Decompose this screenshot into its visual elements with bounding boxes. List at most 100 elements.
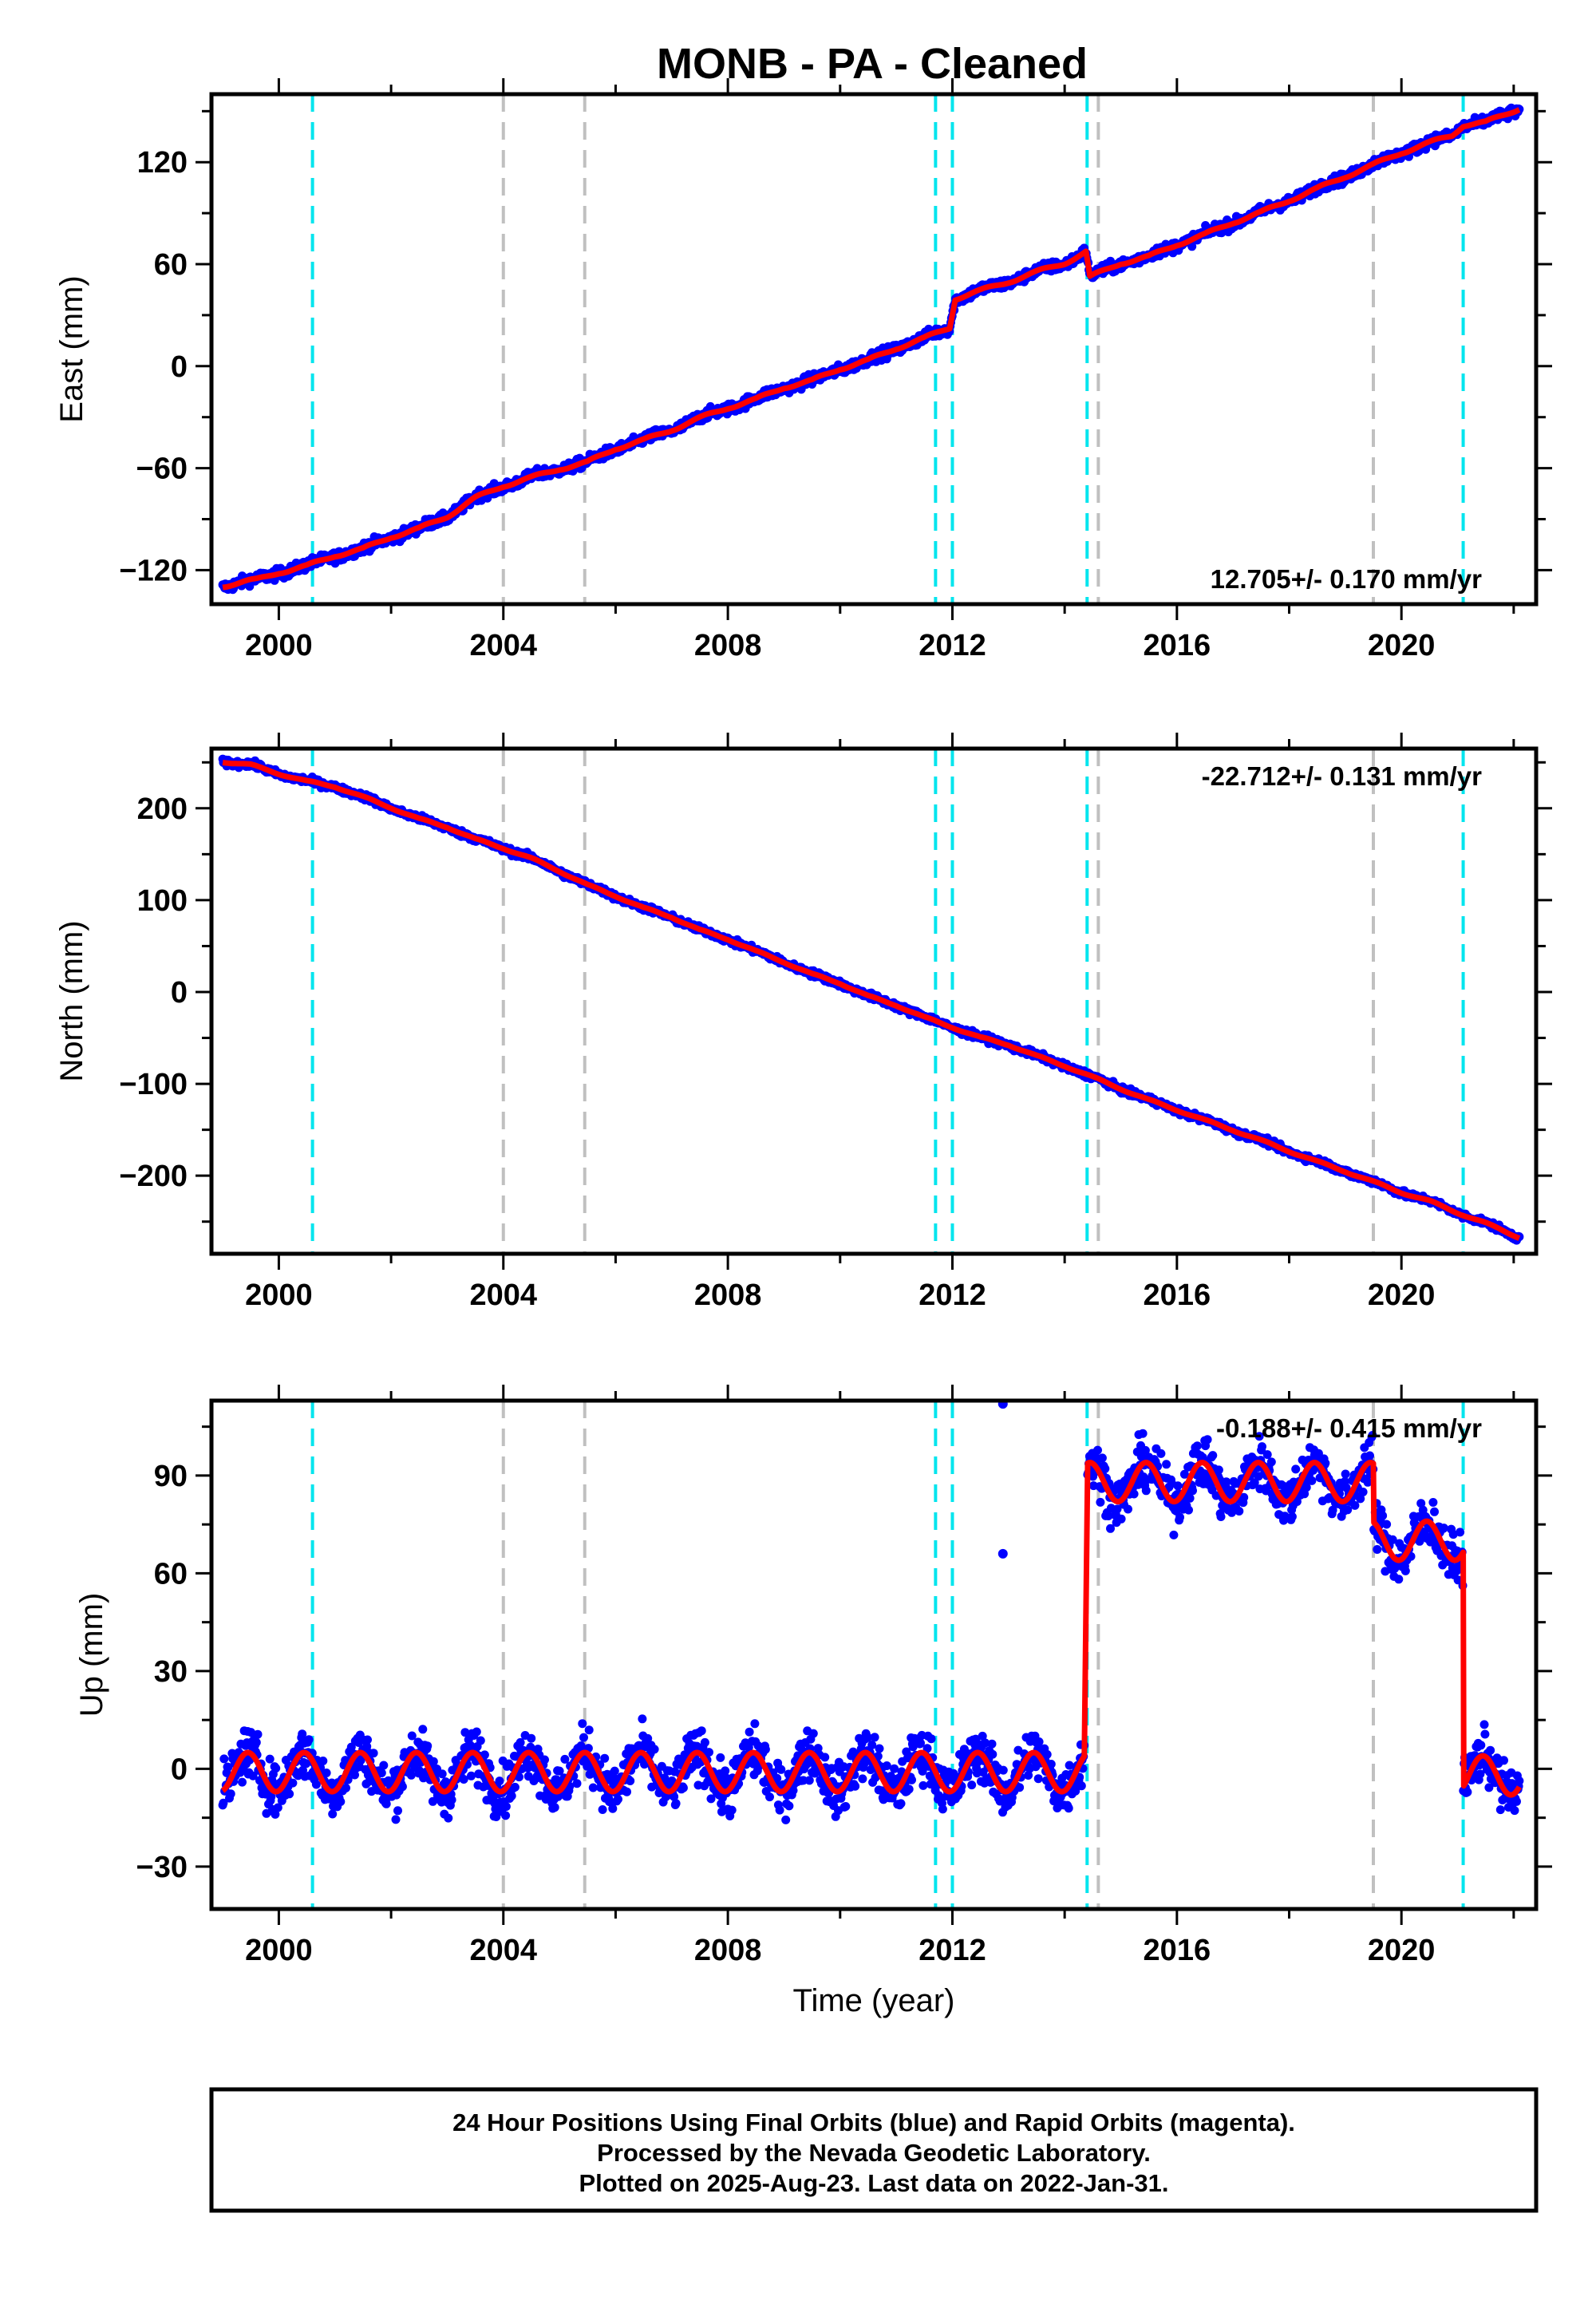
north-ytick-label: 200 [137,792,188,826]
east-ytick-label: 60 [154,248,188,282]
up-data-point [697,1726,706,1736]
up-data-point [671,1799,681,1808]
up-data-point [870,1733,879,1742]
east-xtick-label: 2016 [1144,629,1211,662]
up-data-point [285,1789,294,1799]
up-data-point [501,1811,511,1820]
north-ytick-label: 0 [171,976,188,1010]
east-xtick-label: 2000 [245,629,313,662]
up-data-point [437,1769,447,1779]
north-ytick-label: −200 [119,1160,188,1193]
east-data-point [245,582,255,591]
up-data-point [328,1809,338,1819]
up-data-point [423,1741,433,1751]
up-data-point [600,1753,610,1763]
east-xtick-label: 2020 [1368,629,1436,662]
up-data-point [467,1771,476,1780]
up-data-point [391,1815,401,1824]
east-ylabel: East (mm) [54,275,89,422]
up-data-point [476,1736,485,1745]
up-data-point [750,1719,760,1729]
up-data-point [238,1777,247,1787]
east-ytick-label: −120 [119,554,188,587]
up-data-point [540,1755,549,1765]
north-rate-label: -22.712+/- 0.131 mm/yr [1202,761,1482,791]
up-data-point [727,1805,737,1815]
north-panel: 2000 2004 2008 2012 2016 2020 −200 −100 0 100 200 N… [54,733,1552,1312]
up-data-point [650,1745,659,1754]
up-data-point [781,1815,791,1824]
up-data-point [804,1776,814,1785]
up-data-point [226,1789,235,1799]
figure-title: MONB - PA - Cleaned [657,40,1088,88]
east-xtick-label: 2004 [469,629,537,662]
up-data-point [304,1735,314,1745]
up-data-point [584,1725,594,1735]
east-ytick-label: 0 [171,350,188,384]
up-data-point [775,1805,784,1815]
up-data-point [447,1795,456,1804]
up-data-point [265,1754,275,1764]
up-data-point [527,1733,536,1743]
up-data-point [406,1770,416,1780]
up-data-point [311,1780,321,1789]
east-xtick-label: 2008 [694,629,762,662]
up-data-point [288,1778,298,1788]
up-data-point [322,1769,331,1777]
north-xtick-label: 2000 [245,1279,313,1312]
up-data-point [841,1802,851,1811]
up-data-point [444,1813,453,1823]
up-data-point [418,1725,428,1734]
east-ytick-label: 120 [137,146,188,180]
up-data-point [550,1803,559,1812]
east-data-points [218,103,1524,595]
up-data-point [700,1737,709,1747]
north-ytick-label: −100 [119,1068,188,1101]
up-data-point [760,1745,770,1754]
north-xtick-label: 2020 [1368,1279,1436,1312]
east-xtick-label: 2012 [918,629,986,662]
up-data-point [598,1805,607,1814]
up-data-point [851,1781,860,1791]
north-xtick-label: 2004 [469,1279,537,1312]
up-data-point [776,1765,786,1774]
up-data-point [253,1729,263,1739]
up-data-point [472,1727,481,1737]
north-ylabel: North (mm) [54,920,89,1081]
up-data-point [219,1754,229,1764]
up-data-point [765,1792,774,1802]
up-data-point [638,1714,647,1724]
up-data-point [369,1749,378,1758]
up-data-point [745,1727,754,1737]
up-data-point [716,1753,725,1762]
up-data-point [614,1795,622,1804]
up-data-point [622,1787,631,1796]
up-data-point [875,1744,884,1753]
up-data-point [820,1753,830,1762]
up-data-point [858,1774,867,1784]
north-data-points [218,754,1524,1245]
up-data-point [579,1733,588,1742]
up-data-point [363,1735,372,1745]
up-data-point [271,1764,281,1773]
up-data-point [318,1757,328,1765]
up-data-point [501,1802,511,1812]
up-data-point [721,1766,730,1776]
up-data-point [578,1719,587,1729]
up-data-point [393,1806,402,1816]
east-panel: 2000 2004 2008 2012 2016 2020−120−60060120Eas… [54,78,1552,662]
north-xtick-label: 2008 [694,1279,762,1312]
north-xtick-label: 2016 [1144,1279,1211,1312]
up-data-point [784,1801,794,1811]
up-data-point [495,1777,504,1786]
up-data-point [572,1779,582,1788]
up-data-point [610,1766,619,1776]
north-ytick-label: 100 [137,884,188,918]
up-data-point [608,1804,618,1813]
east-rate-label: 12.705+/- 0.170 mm/yr [1211,564,1482,594]
up-data-point [298,1729,307,1739]
up-data-point [379,1761,389,1770]
north-xtick-label: 2012 [918,1279,986,1312]
